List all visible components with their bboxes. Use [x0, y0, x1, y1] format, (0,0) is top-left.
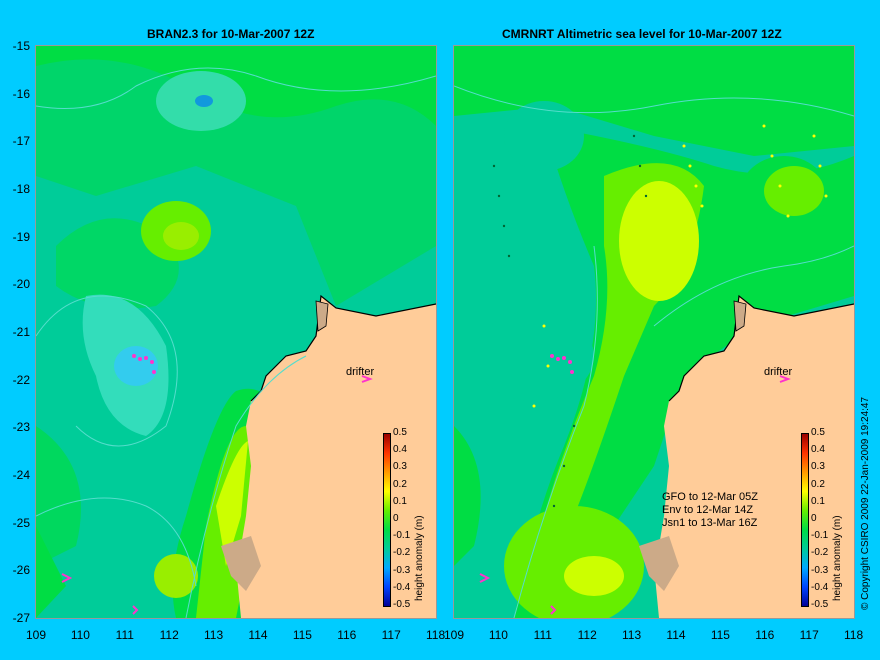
colorbar-right — [801, 433, 809, 607]
x-axis-label: 117 — [381, 628, 401, 642]
colorbar-tick-label: -0.4 — [811, 581, 829, 593]
x-axis-label: 112 — [577, 628, 597, 642]
x-axis-label: 109 — [25, 628, 47, 642]
x-axis-label: 113 — [204, 628, 224, 642]
drifter-label-left: drifter — [346, 366, 375, 378]
colorbar-tick-label: 0.4 — [393, 444, 407, 456]
x-axis-label: 111 — [115, 628, 134, 642]
y-axis-label: -17 — [12, 134, 30, 149]
x-axis-label: 115 — [292, 628, 312, 642]
x-axis-label: 118 — [844, 628, 864, 642]
x-axis-label: 115 — [710, 628, 730, 642]
colorbar-tick-label: -0.3 — [393, 564, 411, 576]
satellite-note-1: GFO to 12-Mar 05Z — [662, 491, 758, 503]
y-axis-label: -26 — [12, 563, 30, 578]
drifter-arrow-left — [361, 375, 373, 383]
x-axis-label: 118 — [426, 628, 446, 642]
y-axis-label: -22 — [12, 372, 30, 387]
colorbar-tick-label: 0.1 — [393, 495, 407, 507]
drifter-track-right — [479, 354, 574, 615]
colorbar-tick-label: 0.2 — [393, 478, 407, 490]
x-axis-label: 116 — [755, 628, 775, 642]
left-map-svg — [36, 46, 436, 618]
y-axis-label: -18 — [12, 182, 30, 196]
colorbar-tick-label: 0 — [811, 513, 817, 524]
x-axis-label: 114 — [666, 628, 686, 642]
colorbar-tick-label: 0.1 — [811, 495, 825, 507]
colorbar-tick-label: -0.1 — [393, 530, 411, 542]
satellite-note-2: Env to 12-Mar 14Z — [662, 504, 754, 516]
colorbar-title-left: height anomaly (m) — [414, 515, 425, 601]
y-axis-label: -23 — [12, 420, 30, 435]
y-axis-label: -20 — [12, 277, 30, 292]
copyright-text: © Copyright CSIRO 2009 22-Jan-2009 19:24… — [860, 396, 871, 610]
colorbar-left — [383, 433, 391, 607]
colorbar-title-right: height anomaly (m) — [832, 515, 843, 601]
satellite-track-crosses — [492, 134, 648, 508]
drifter-track-left — [61, 354, 156, 615]
colorbar-tick-label: -0.3 — [811, 564, 829, 576]
colorbar-tick-label: 0.5 — [811, 427, 825, 438]
x-axis-label: 114 — [248, 628, 268, 642]
colorbar-tick-label: -0.2 — [811, 547, 829, 559]
y-axis-label: -25 — [12, 515, 30, 530]
colorbar-tick-label: 0.3 — [811, 461, 825, 473]
colorbar-tick-label: -0.5 — [811, 599, 829, 610]
y-axis-label: -16 — [12, 86, 30, 101]
colorbar-tick-label: -0.2 — [393, 547, 411, 559]
colorbar-tick-label: -0.5 — [393, 599, 411, 610]
x-axis-label: 110 — [488, 628, 508, 642]
x-axis-label: 113 — [622, 628, 642, 642]
x-axis-label: 110 — [70, 628, 90, 642]
colorbar-tick-label: 0.3 — [393, 461, 407, 473]
colorbar-tick-label: -0.4 — [393, 581, 411, 593]
colorbar-tick-label: 0.2 — [811, 478, 825, 490]
y-axis-label: -24 — [12, 468, 30, 483]
colorbar-tick-label: -0.1 — [811, 530, 829, 542]
y-axis-label: -19 — [12, 229, 30, 244]
y-axis-label: -15 — [12, 39, 30, 53]
left-map: drifter height anomaly (m) 0.5 0.4 0.3 0.2 0… — [36, 46, 436, 618]
drifter-arrow-right — [779, 375, 791, 383]
x-axis-label: 116 — [337, 628, 357, 642]
drifter-label-right: drifter — [764, 366, 793, 378]
colorbar-tick-label: 0.5 — [393, 427, 407, 438]
right-map-svg — [454, 46, 854, 618]
x-axis-label: 109 — [443, 628, 465, 642]
y-axis-label: -27 — [12, 611, 30, 626]
satellite-track-dots — [532, 124, 828, 408]
x-axis-label: 112 — [159, 628, 179, 642]
y-axis-label: -21 — [12, 325, 30, 340]
right-map: drifter GFO to 12-Mar 05Z Env to 12-Mar … — [454, 46, 854, 618]
right-panel-title: CMRNRT Altimetric sea level for 10-Mar-2… — [502, 27, 782, 41]
x-axis-label: 111 — [533, 628, 552, 642]
colorbar-tick-label: 0 — [393, 513, 399, 524]
satellite-note-3: Jsn1 to 13-Mar 16Z — [662, 517, 758, 529]
left-panel-title: BRAN2.3 for 10-Mar-2007 12Z — [147, 27, 315, 41]
colorbar-tick-label: 0.4 — [811, 444, 825, 456]
x-axis-label: 117 — [799, 628, 819, 642]
